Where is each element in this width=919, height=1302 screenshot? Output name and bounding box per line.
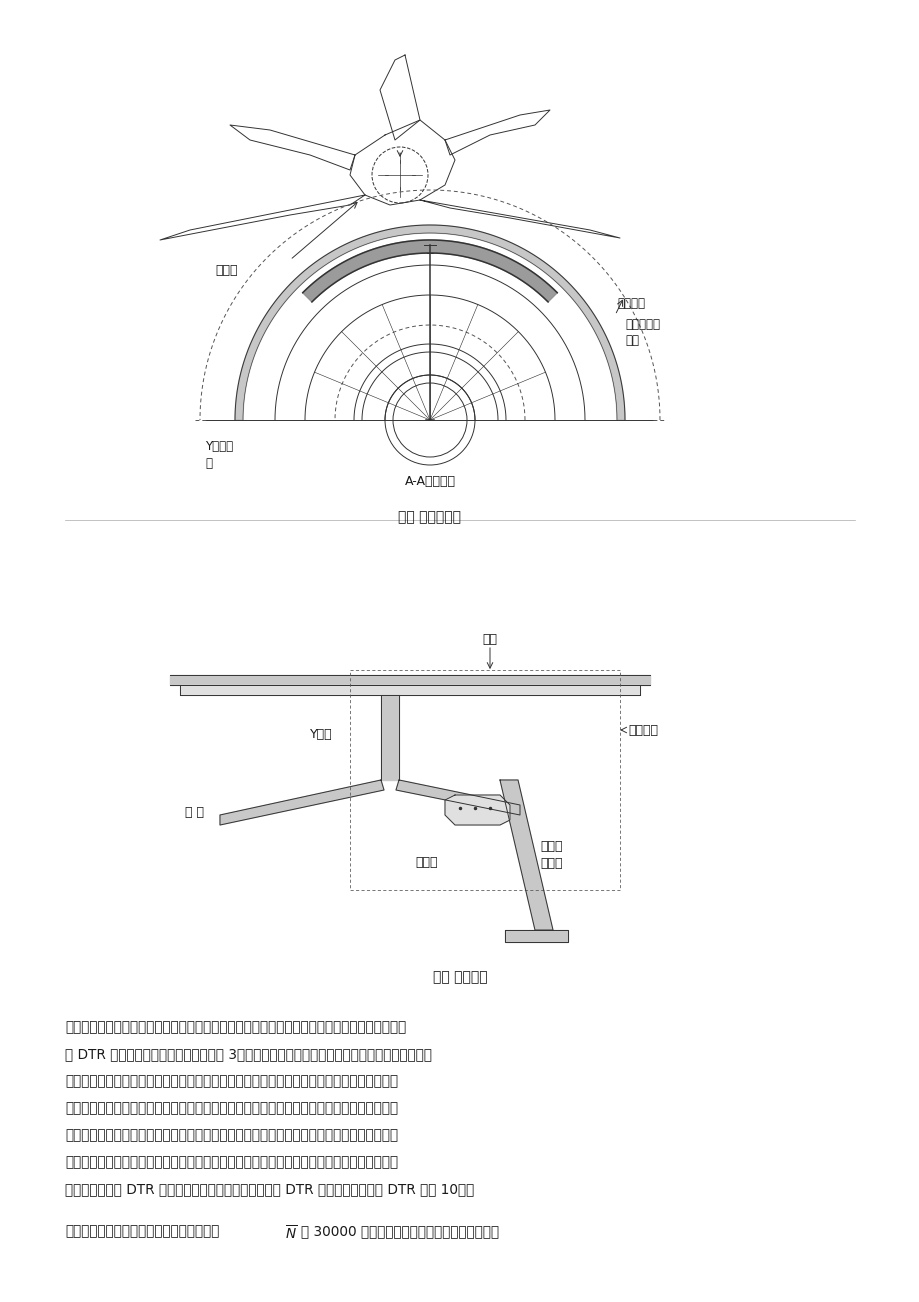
Text: 检查区域: 检查区域 [628,724,657,737]
Text: 三种检查方法的 DTR 曲线是不同的，为达到设计要求的 DTR 值（该部位要求的 DTR 值为 10），: 三种检查方法的 DTR 曲线是不同的，为达到设计要求的 DTR 值（该部位要求的… [65,1182,473,1197]
Text: 检查区域: 检查区域 [617,297,644,310]
Text: Y形弦边
缘: Y形弦边 缘 [205,440,233,470]
Circle shape [453,802,466,814]
Text: Y形弦: Y形弦 [310,729,333,742]
Polygon shape [505,930,567,943]
Text: 二 后: 二 后 [185,806,204,819]
Text: 波音公司采用损伤容限检查表的方式来确定的此部位的检查门槛、检查方法以及检查周期，: 波音公司采用损伤容限检查表的方式来确定的此部位的检查门槛、检查方法以及检查周期， [65,1019,406,1034]
Circle shape [469,802,481,814]
Polygon shape [445,796,509,825]
Text: 为 30000 飞行循环，而使用高频涡流时，检查周: 为 30000 飞行循环，而使用高频涡流时，检查周 [301,1224,499,1238]
Text: 图三 后增压隔框: 图三 后增压隔框 [398,510,461,523]
Text: 流方法对腹板蒙皮进行检查；二是使用低频涡流方法透过增压隔框搭接带对其下的腹板蒙皮进: 流方法对腹板蒙皮进行检查；二是使用低频涡流方法透过增压隔框搭接带对其下的腹板蒙皮… [65,1074,398,1088]
Text: 行检查；三是详细目视方法检查蒙皮裂纹。从涡流检测方法的灵敏度看，高频涡流比低频涡流: 行检查；三是详细目视方法检查蒙皮裂纹。从涡流检测方法的灵敏度看，高频涡流比低频涡… [65,1101,398,1115]
Text: 皮裂纹，而低频涡流可以透过搭接带检查出尚未延伸出搭接带范围的裂纹。从表中可以看出，: 皮裂纹，而低频涡流可以透过搭接带检查出尚未延伸出搭接带范围的裂纹。从表中可以看出… [65,1155,398,1169]
Polygon shape [395,780,519,815]
Text: 图四 详细结构: 图四 详细结构 [432,970,487,984]
Text: A-A方向视图: A-A方向视图 [404,475,455,488]
Polygon shape [234,225,624,421]
Polygon shape [499,780,552,930]
Polygon shape [220,780,383,825]
Text: 如果使用低频涡流检查的方法，则检查周期: 如果使用低频涡流检查的方法，则检查周期 [65,1224,219,1238]
Text: 即 DTR 检查表，如图五所示（参考文献 3）。该部位腹板蒙皮有三种检查方法，一是使用高频涡: 即 DTR 检查表，如图五所示（参考文献 3）。该部位腹板蒙皮有三种检查方法，一… [65,1047,432,1061]
Text: 具有更高的检测灵敏度，但高频涡流和详细目视检查方法都只能发现已经延伸出搭接带外的蒙: 具有更高的检测灵敏度，但高频涡流和详细目视检查方法都只能发现已经延伸出搭接带外的… [65,1128,398,1142]
Text: 外侧环形防
撕带: 外侧环形防 撕带 [624,318,659,348]
Circle shape [483,802,495,814]
Text: $\overline{N}$: $\overline{N}$ [285,1224,297,1242]
Text: 尾舱门: 尾舱门 [215,263,237,276]
Polygon shape [302,240,557,302]
Text: 压力隔
框腹板: 压力隔 框腹板 [539,840,562,870]
Text: 蒙皮: 蒙皮 [482,633,497,646]
Text: 前铆钉: 前铆钉 [414,857,437,870]
